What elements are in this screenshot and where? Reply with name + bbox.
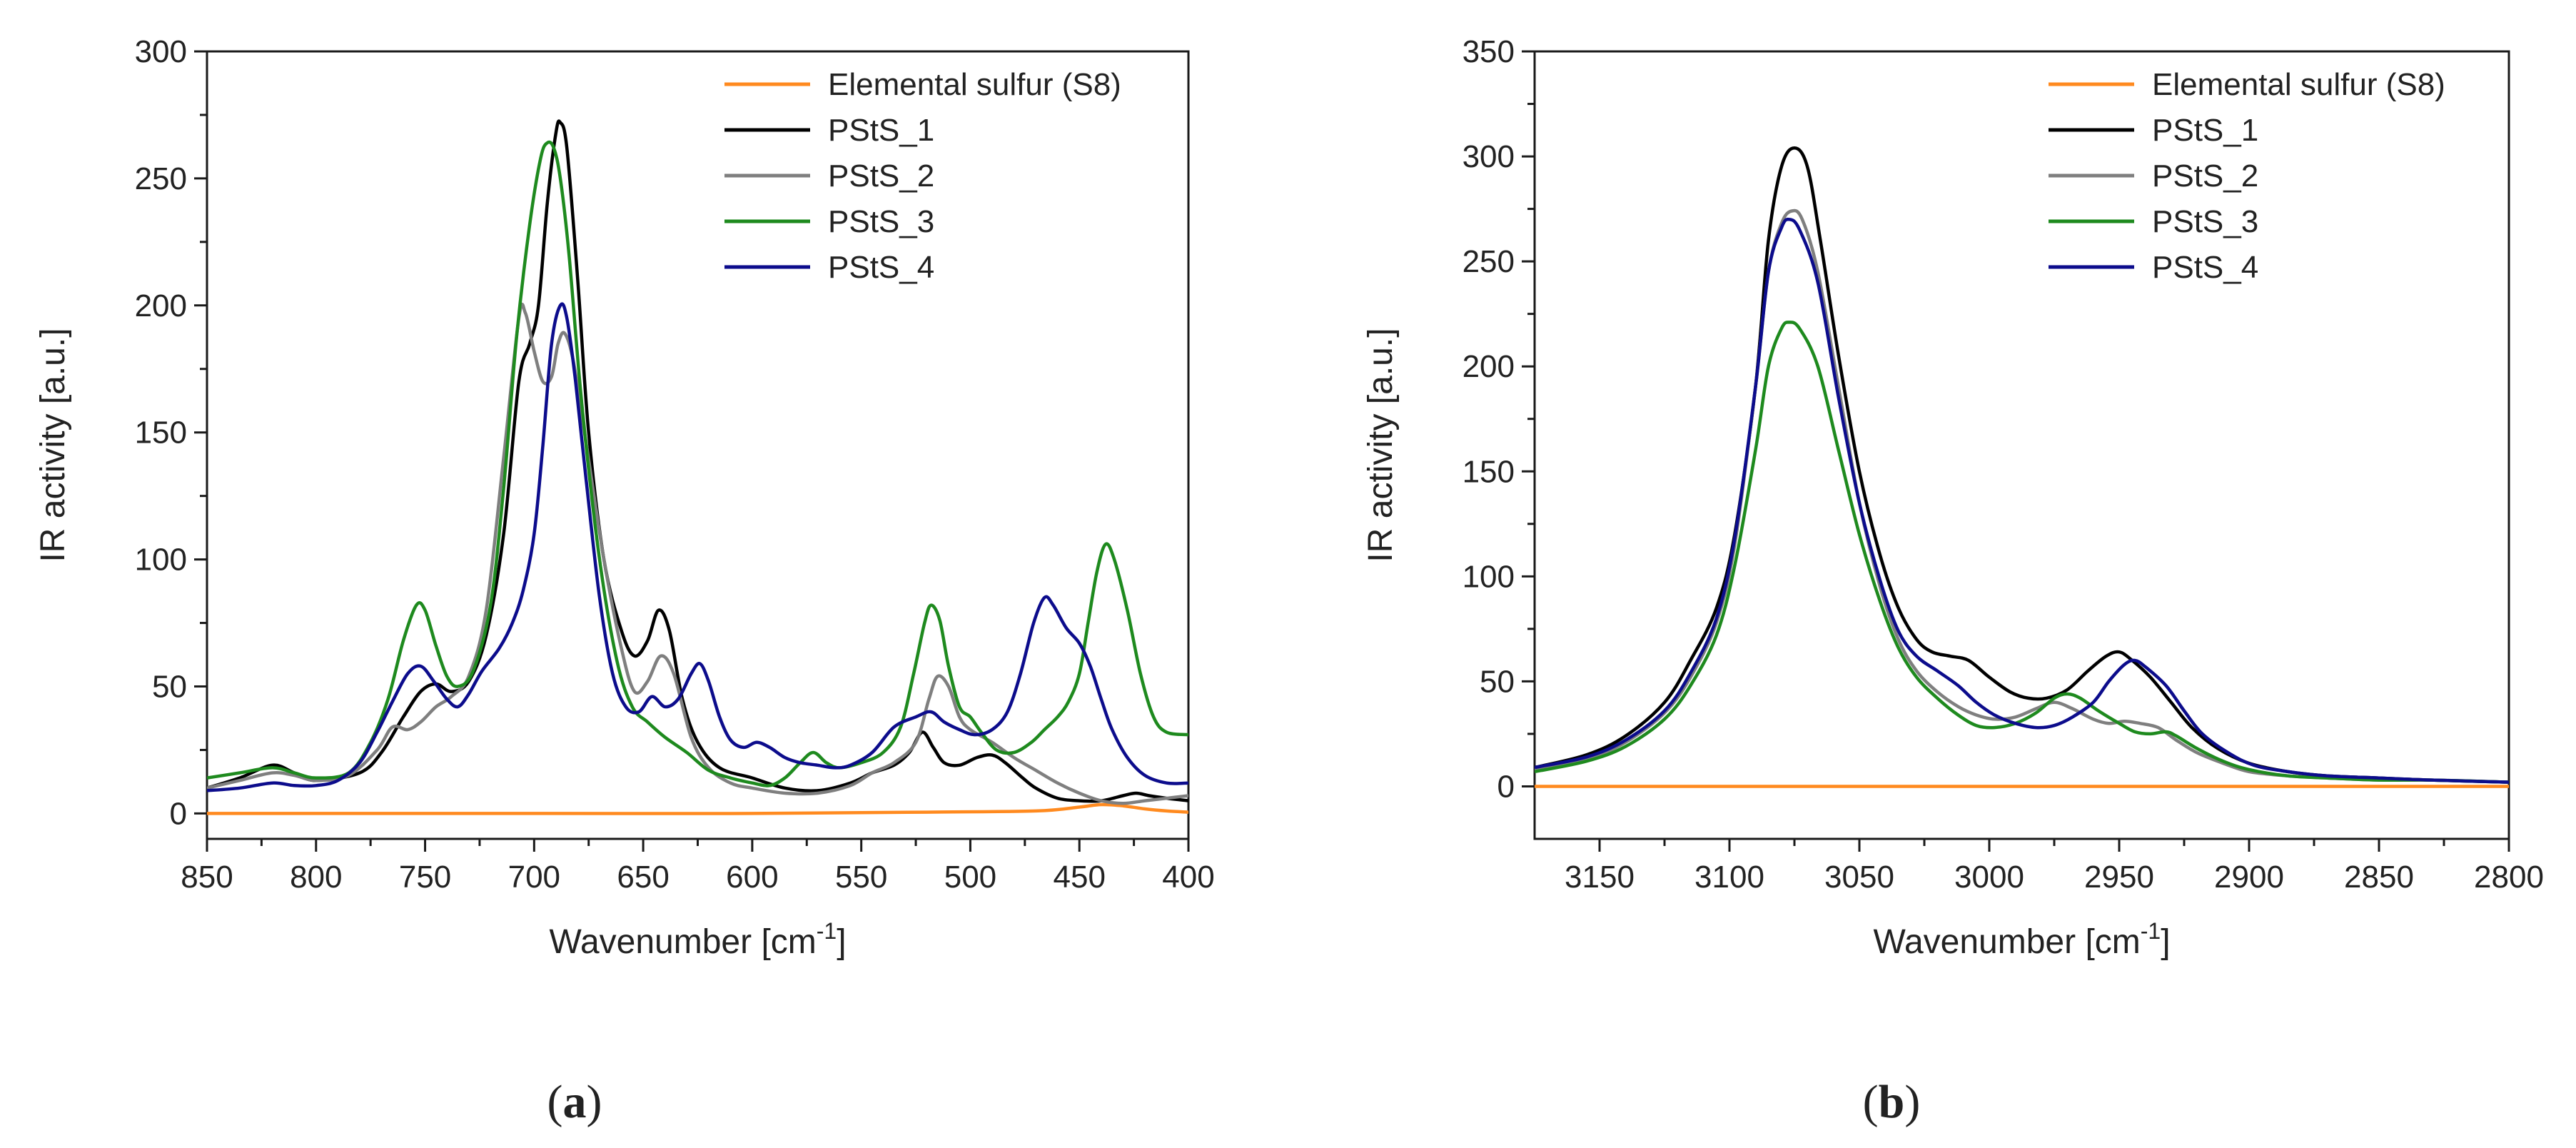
y-tick-label: 0 — [170, 796, 187, 831]
y-tick-label: 250 — [1463, 244, 1515, 279]
series-line-psts-4 — [207, 302, 1188, 792]
y-tick-label: 200 — [1463, 349, 1515, 384]
x-tick-label: 400 — [1162, 860, 1214, 895]
series-line-psts-2 — [207, 303, 1188, 805]
legend-label: PStS_1 — [2152, 113, 2258, 148]
y-axis-label: IR activity [a.u.] — [34, 328, 72, 562]
series-line-psts-3 — [1535, 321, 2509, 784]
legend-label: Elemental sulfur (S8) — [828, 67, 1121, 102]
x-tick-label: 550 — [835, 860, 887, 895]
y-tick-label: 350 — [1463, 34, 1515, 69]
x-axis-label: Wavenumber [cm-1] — [549, 918, 846, 961]
legend-label: PStS_3 — [828, 204, 934, 239]
plot-frame — [206, 50, 1190, 840]
x-tick-label: 2800 — [2474, 860, 2544, 895]
y-tick-label: 300 — [135, 34, 187, 69]
legend-label: Elemental sulfur (S8) — [2152, 67, 2445, 102]
x-tick-label: 3100 — [1694, 860, 1764, 895]
legend-label: PStS_2 — [2152, 158, 2258, 193]
x-tick-label: 450 — [1054, 860, 1106, 895]
x-axis-label: Wavenumber [cm-1] — [1873, 918, 2170, 961]
legend-label: PStS_2 — [828, 158, 934, 193]
x-tick-label: 2950 — [2084, 860, 2154, 895]
x-tick-label: 3150 — [1565, 860, 1635, 895]
panel-label: (a) — [547, 1076, 602, 1128]
x-tick-label: 500 — [944, 860, 996, 895]
legend-label: PStS_1 — [828, 113, 934, 148]
panel-b: 3150 3100 3050 3000 2950 2900 2850 2800 0 50 100 15… — [1362, 34, 2544, 1128]
panel-label: (b) — [1863, 1076, 1921, 1128]
y-tick-label: 100 — [1463, 559, 1515, 594]
x-tick-label: 650 — [617, 860, 669, 895]
plot-frame — [1533, 50, 2510, 840]
y-tick-label: 100 — [135, 543, 187, 578]
x-tick-label: 3050 — [1824, 860, 1894, 895]
y-tick-label: 50 — [1480, 664, 1515, 699]
panel-a: 850 800 750 700 650 600 550 500 450 400 0 50 100 150 2… — [34, 34, 1215, 1128]
y-tick-label: 250 — [135, 161, 187, 196]
x-tick-label: 750 — [399, 860, 451, 895]
y-tick-label: 200 — [135, 288, 187, 323]
x-tick-label: 2900 — [2214, 860, 2284, 895]
series-line-psts-4 — [1535, 217, 2509, 784]
x-tick-label: 600 — [726, 860, 778, 895]
x-tick-label: 700 — [508, 860, 560, 895]
series-line-elemental-sulfur-s8- — [207, 802, 1188, 815]
plot-area — [207, 119, 1188, 815]
legend-label: PStS_4 — [2152, 250, 2258, 285]
x-tick-label: 2850 — [2344, 860, 2414, 895]
x-tick-label: 850 — [181, 860, 233, 895]
y-tick-label: 150 — [135, 416, 187, 450]
y-tick-label: 300 — [1463, 139, 1515, 174]
y-axis-label: IR activity [a.u.] — [1362, 328, 1400, 562]
plot-area — [1535, 146, 2509, 788]
y-tick-label: 150 — [1463, 454, 1515, 489]
y-tick-label: 50 — [152, 670, 187, 705]
series-line-psts-1 — [207, 119, 1188, 803]
y-tick-label: 0 — [1497, 769, 1515, 804]
legend-label: PStS_3 — [2152, 204, 2258, 239]
series-line-psts-3 — [207, 140, 1188, 787]
legend-label: PStS_4 — [828, 250, 934, 285]
x-tick-label: 3000 — [1954, 860, 2024, 895]
x-tick-label: 800 — [290, 860, 342, 895]
